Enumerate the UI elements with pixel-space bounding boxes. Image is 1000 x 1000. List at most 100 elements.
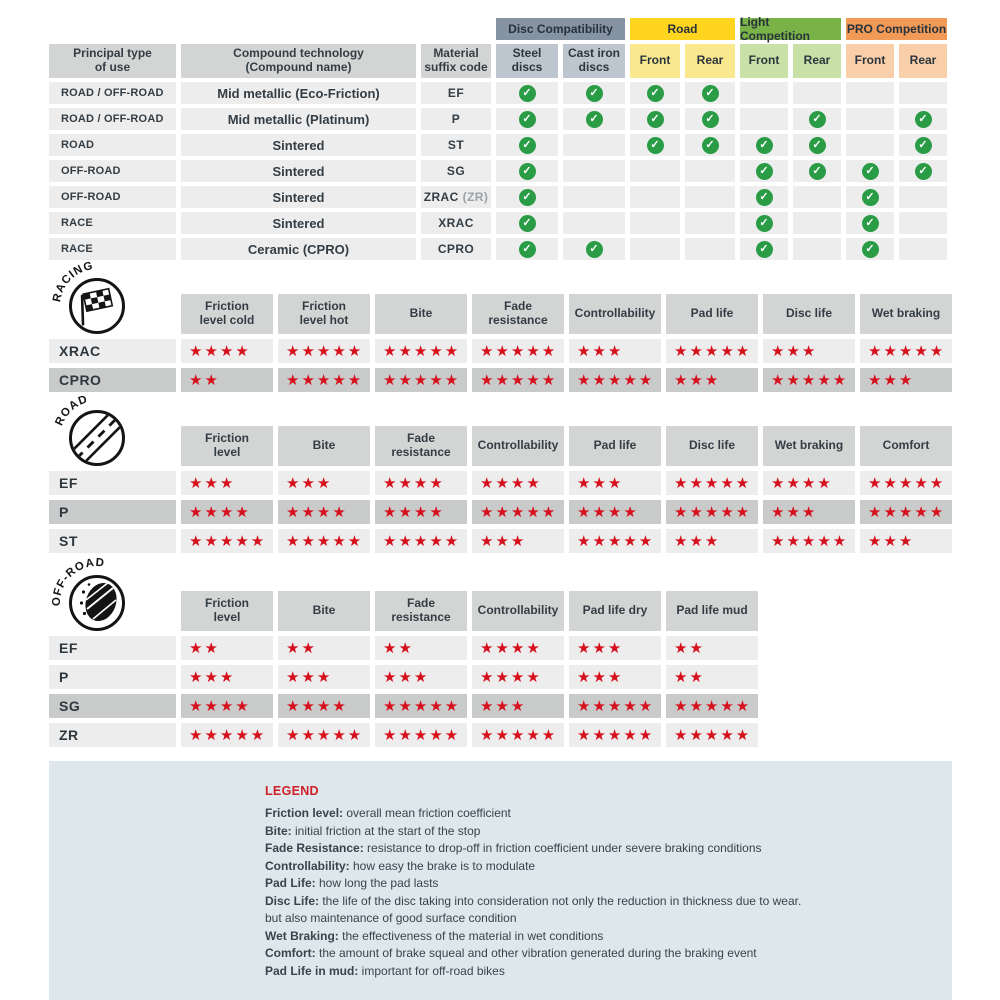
stars-xrac-bite: ★★★★★	[375, 339, 467, 363]
compound-technology-cpro: Ceramic (CPRO)	[181, 238, 416, 260]
check-icon: ✓	[518, 84, 536, 102]
stars-ef-fade-resistance: ★★★★	[375, 471, 467, 495]
rating-column-header-friction-level: Friction level	[181, 426, 273, 466]
legend-title: LEGEND	[265, 784, 319, 798]
rating-column-header-controllability: Controllability	[472, 426, 564, 466]
rating-column-header-friction-level-cold: Friction level cold	[181, 294, 273, 334]
stars-ef-fade-resistance: ★★	[375, 636, 467, 660]
compat-p-road-front: ✓	[630, 108, 680, 130]
subcolumn-header-disc-compatibility-cast-iron-discs: Cast iron discs	[563, 44, 625, 78]
legend-entry-controllability: Controllability: how easy the brake is t…	[265, 858, 536, 873]
compat-st-pro-competition-rear: ✓	[899, 134, 947, 156]
check-icon: ✓	[808, 110, 826, 128]
compat-ef-road-front: ✓	[630, 82, 680, 104]
rating-column-header-disc-life: Disc life	[666, 426, 758, 466]
racing-flag-icon: RACING	[51, 260, 125, 334]
check-icon: ✓	[914, 136, 932, 154]
stars-p-pad-life-dry: ★★★	[569, 665, 661, 689]
stars-xrac-controllability: ★★★	[569, 339, 661, 363]
compat-sg-light-competition-rear: ✓	[793, 160, 841, 182]
material-code-suffix: (ZR)	[462, 190, 489, 204]
legend-entry-bite: Bite: initial friction at the start of t…	[265, 823, 481, 838]
compat-ef-pro-competition-rear	[899, 82, 947, 104]
check-icon: ✓	[808, 136, 826, 154]
group-header-road: Road	[630, 18, 735, 40]
compat-zrac-disc-compatibility-steel-discs: ✓	[496, 186, 558, 208]
legend-term: Fade Resistance:	[265, 841, 364, 856]
compat-zrac-pro-competition-rear	[899, 186, 947, 208]
check-icon: ✓	[914, 110, 932, 128]
section-icon-cell-offroad: OFF-ROAD	[49, 557, 176, 631]
rating-column-header-fade-resistance: Fade resistance	[375, 426, 467, 466]
principal-use-cpro: RACE	[49, 238, 176, 260]
compat-zrac-disc-compatibility-cast-iron-discs	[563, 186, 625, 208]
stars-zr-pad-life-mud: ★★★★★	[666, 723, 758, 747]
stars-p-disc-life: ★★★★★	[666, 500, 758, 524]
column-header-principal-type-of-use: Principal type of use	[49, 44, 176, 78]
stars-sg-pad-life-dry: ★★★★★	[569, 694, 661, 718]
subcolumn-header-road-front: Front	[630, 44, 680, 78]
check-icon: ✓	[914, 162, 932, 180]
stars-ef-comfort: ★★★★★	[860, 471, 952, 495]
compat-cpro-disc-compatibility-cast-iron-discs: ✓	[563, 238, 625, 260]
stars-sg-friction-level: ★★★★	[181, 694, 273, 718]
compound-label-zr: ZR	[49, 723, 176, 747]
road-icon: ROAD	[53, 393, 128, 471]
stars-ef-pad-life-mud: ★★	[666, 636, 758, 660]
compound-label-cpro: CPRO	[49, 368, 176, 392]
rating-column-header-disc-life: Disc life	[763, 294, 855, 334]
compound-label-p: P	[49, 500, 176, 524]
check-icon: ✓	[518, 110, 536, 128]
compound-technology-ef: Mid metallic (Eco-Friction)	[181, 82, 416, 104]
compat-sg-light-competition-front: ✓	[740, 160, 788, 182]
compat-p-disc-compatibility-cast-iron-discs: ✓	[563, 108, 625, 130]
material-code-zrac: ZRAC (ZR)	[421, 186, 491, 208]
compat-p-disc-compatibility-steel-discs: ✓	[496, 108, 558, 130]
stars-ef-wet-braking: ★★★★	[763, 471, 855, 495]
stars-cpro-bite: ★★★★★	[375, 368, 467, 392]
legend-entry-fade-resistance: Fade Resistance: resistance to drop-off …	[265, 841, 762, 856]
check-icon: ✓	[518, 162, 536, 180]
compat-st-disc-compatibility-steel-discs: ✓	[496, 134, 558, 156]
compat-p-road-rear: ✓	[685, 108, 735, 130]
rating-column-header-friction-level-hot: Friction level hot	[278, 294, 370, 334]
stars-zr-pad-life-dry: ★★★★★	[569, 723, 661, 747]
stars-ef-controllability: ★★★★	[472, 471, 564, 495]
legend-term: Bite:	[265, 823, 292, 838]
compat-p-pro-competition-rear: ✓	[899, 108, 947, 130]
check-icon: ✓	[518, 214, 536, 232]
rating-column-header-bite: Bite	[278, 591, 370, 631]
legend-panel: LEGEND Friction level: overall mean fric…	[49, 761, 952, 1000]
check-icon: ✓	[755, 136, 773, 154]
compat-ef-disc-compatibility-steel-discs: ✓	[496, 82, 558, 104]
check-icon: ✓	[585, 84, 603, 102]
legend-entry-friction-level: Friction level: overall mean friction co…	[265, 806, 511, 820]
material-code-xrac: XRAC	[421, 212, 491, 234]
stars-ef-disc-life: ★★★★★	[666, 471, 758, 495]
stars-zr-controllability: ★★★★★	[472, 723, 564, 747]
compat-sg-disc-compatibility-steel-discs: ✓	[496, 160, 558, 182]
stars-p-fade-resistance: ★★★★	[375, 500, 467, 524]
stars-p-controllability: ★★★★★	[472, 500, 564, 524]
stars-p-pad-life: ★★★★	[569, 500, 661, 524]
stars-xrac-fade-resistance: ★★★★★	[472, 339, 564, 363]
stars-cpro-friction-level-cold: ★★	[181, 368, 273, 392]
stars-cpro-friction-level-hot: ★★★★★	[278, 368, 370, 392]
compat-zrac-light-competition-front: ✓	[740, 186, 788, 208]
stars-st-wet-braking: ★★★★★	[763, 529, 855, 553]
compound-label-xrac: XRAC	[49, 339, 176, 363]
rating-column-header-wet-braking: Wet braking	[860, 294, 952, 334]
check-icon: ✓	[701, 84, 719, 102]
compound-label-p: P	[49, 665, 176, 689]
rating-column-header-comfort: Comfort	[860, 426, 952, 466]
compat-st-road-rear: ✓	[685, 134, 735, 156]
stars-xrac-friction-level-cold: ★★★★	[181, 339, 273, 363]
compound-label-st: ST	[49, 529, 176, 553]
offroad-mud-icon: OFF-ROAD	[51, 557, 125, 631]
rating-column-header-pad-life-dry: Pad life dry	[569, 591, 661, 631]
compound-technology-sg: Sintered	[181, 160, 416, 182]
check-icon: ✓	[701, 110, 719, 128]
legend-term: Disc Life:	[265, 893, 320, 908]
compound-technology-st: Sintered	[181, 134, 416, 156]
stars-xrac-friction-level-hot: ★★★★★	[278, 339, 370, 363]
